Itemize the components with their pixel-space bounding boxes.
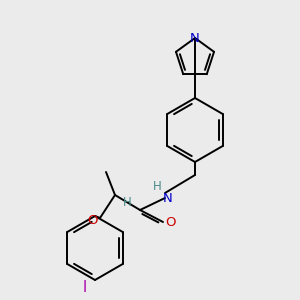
Text: O: O [87,214,97,226]
Text: N: N [163,191,173,205]
Text: O: O [166,215,176,229]
Text: N: N [190,32,200,44]
Text: I: I [83,280,87,296]
Text: H: H [123,196,131,209]
Text: H: H [153,179,161,193]
